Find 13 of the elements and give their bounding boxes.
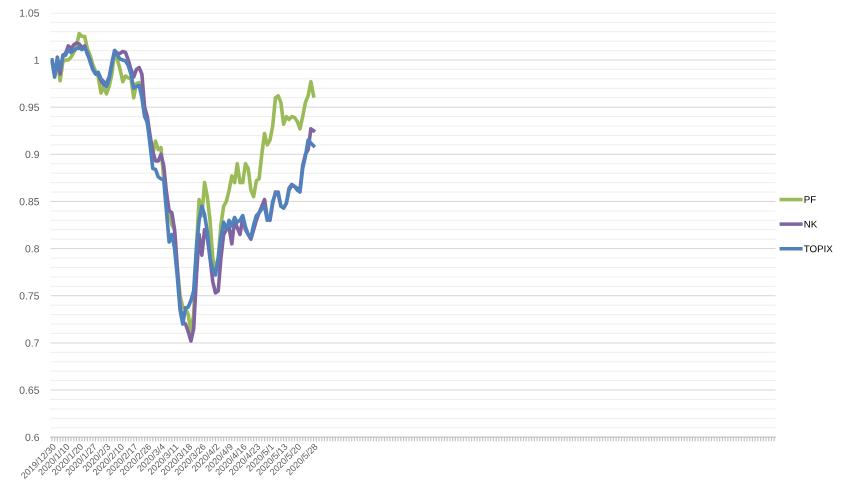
y-tick-label: 0.7 [25,339,39,347]
y-tick-label: 1.05 [20,9,40,17]
legend-label: TOPIX [804,245,833,252]
y-tick-label: 0.95 [20,104,40,112]
y-tick-label: 0.65 [20,386,40,394]
y-tick-label: 0.6 [25,434,40,442]
y-tick-label: 0.85 [20,198,40,206]
legend-label: NK [804,220,818,228]
y-tick-label: 0.9 [25,150,39,158]
y-tick-label: 0.75 [20,292,40,300]
legend-label: PF [804,196,816,203]
y-tick-label: 1 [34,56,39,64]
y-tick-label: 0.8 [25,245,40,252]
